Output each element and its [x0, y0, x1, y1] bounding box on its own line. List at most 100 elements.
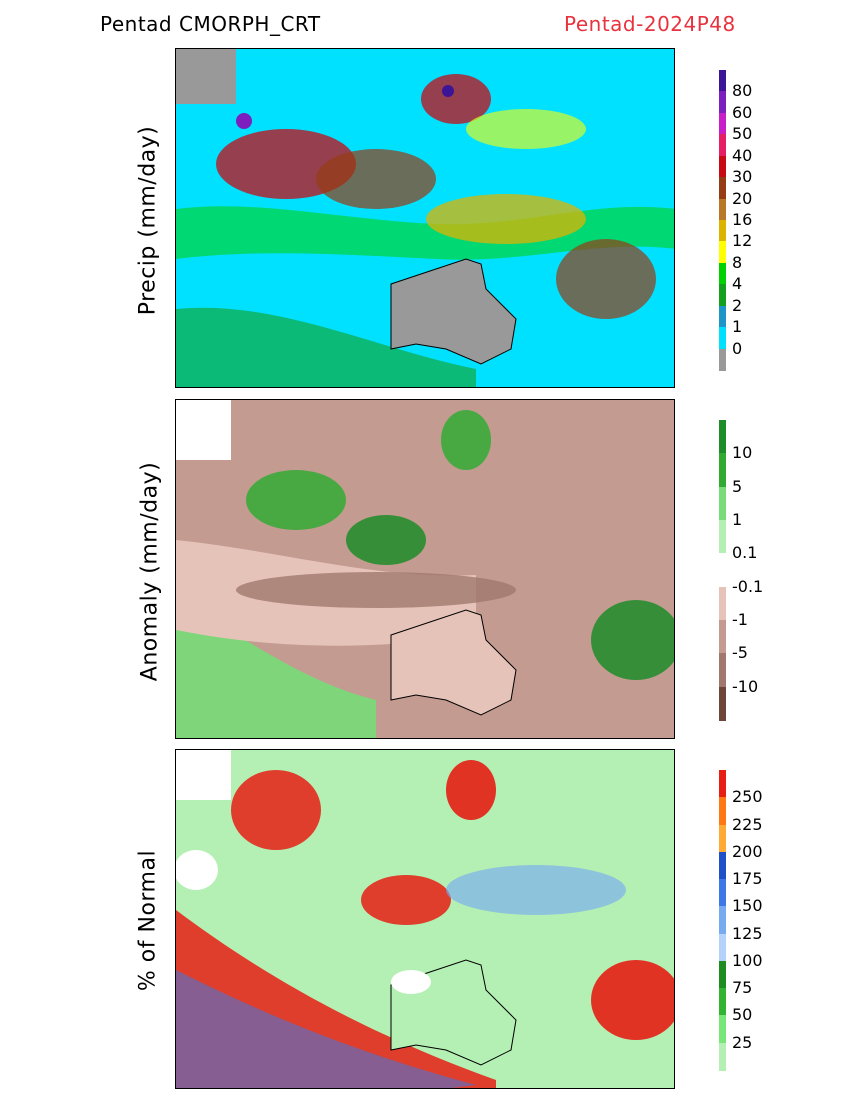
precip-axis-label: Precip (mm/day) [135, 125, 161, 316]
anomaly-green-east [591, 600, 674, 680]
colorbar-segment [719, 486, 726, 521]
colorbar-segment [719, 134, 726, 157]
anomaly-map [175, 399, 675, 739]
percent-axis-label: % of Normal [135, 849, 161, 992]
colorbar-tick-label: 10 [732, 443, 753, 463]
colorbar-segment [719, 620, 726, 654]
percent-colorbar [719, 770, 726, 1071]
colorbar-tick-label: 30 [732, 167, 753, 187]
percent-white-corner [176, 750, 231, 800]
colorbar-tick-label: 175 [732, 869, 763, 889]
colorbar-segment [719, 155, 726, 178]
left-title: Pentad CMORPH_CRT [100, 12, 321, 36]
colorbar-segment [719, 520, 726, 554]
precip-rain-pacific [556, 239, 656, 319]
colorbar-tick-label: 40 [732, 145, 753, 165]
precip-australia [390, 258, 517, 365]
colorbar-tick-label: -10 [732, 676, 759, 696]
precip-hotspot-2 [442, 85, 454, 97]
colorbar-tick-label: 25 [732, 1032, 753, 1052]
colorbar-segment [719, 453, 726, 488]
colorbar-tick-label: 225 [732, 814, 763, 834]
colorbar-segment [719, 824, 726, 853]
colorbar-tick-label: 5 [732, 476, 743, 496]
precip-hotspot-1 [236, 113, 252, 129]
percent-red-philippines [446, 760, 496, 820]
colorbar-segment [719, 1015, 726, 1044]
precip-rain-maritime [426, 194, 586, 244]
colorbar-tick-label: 80 [732, 81, 753, 101]
colorbar-tick-label: 20 [732, 188, 753, 208]
colorbar-tick-label: -5 [732, 643, 748, 663]
colorbar-tick-label: 12 [732, 231, 753, 251]
colorbar-segment [719, 420, 726, 454]
colorbar-segment [719, 586, 726, 621]
colorbar-segment [719, 198, 726, 221]
colorbar-segment [719, 988, 726, 1017]
colorbar-tick-label: 2 [732, 295, 743, 315]
precip-land-grey [176, 49, 236, 104]
anomaly-green-india [246, 470, 346, 530]
percent-red-india [231, 770, 321, 850]
colorbar-segment [719, 960, 726, 989]
precip-rain-philippines [421, 74, 491, 124]
anomaly-green-maritime [346, 515, 426, 565]
colorbar-segment [719, 906, 726, 935]
colorbar-segment [719, 284, 726, 307]
precip-map [175, 48, 675, 388]
colorbar-tick-label: 200 [732, 841, 763, 861]
colorbar-segment [719, 653, 726, 688]
percent-map [175, 749, 675, 1089]
colorbar-tick-label: 150 [732, 896, 763, 916]
anomaly-brown-band [236, 572, 516, 608]
colorbar-segment [719, 177, 726, 200]
colorbar-tick-label: -1 [732, 610, 748, 629]
colorbar-tick-label: 250 [732, 787, 763, 807]
colorbar-segment [719, 933, 726, 962]
colorbar-segment [719, 770, 726, 798]
colorbar-segment [719, 348, 726, 371]
colorbar-segment [719, 262, 726, 285]
colorbar-segment [719, 327, 726, 350]
precip-colorbar [719, 70, 726, 371]
colorbar-segment [719, 220, 726, 242]
precip-south-band [176, 307, 476, 387]
colorbar-tick-label: -0.1 [732, 576, 764, 596]
colorbar-tick-label: 125 [732, 923, 763, 943]
anomaly-white-corner [176, 400, 231, 460]
colorbar-segment [719, 851, 726, 880]
colorbar-tick-label: 50 [732, 124, 753, 144]
colorbar-segment [719, 112, 726, 135]
anomaly-australia [390, 609, 517, 716]
precip-rain-north [466, 109, 586, 149]
colorbar-segment [719, 1042, 726, 1071]
colorbar-segment [719, 91, 726, 114]
colorbar-segment [719, 686, 726, 721]
colorbar-tick-label: 1 [732, 510, 743, 529]
colorbar-tick-label: 100 [732, 950, 763, 970]
anomaly-green-north [441, 410, 491, 470]
colorbar-tick-label: 50 [732, 1005, 753, 1025]
colorbar-tick-label: 75 [732, 978, 753, 998]
colorbar-tick-label: 0.1 [732, 543, 758, 563]
percent-white-west [176, 850, 218, 890]
colorbar-tick-label: 16 [732, 210, 753, 229]
percent-blue-maritime [446, 865, 626, 915]
right-title: Pentad-2024P48 [564, 12, 736, 36]
precip-rain-bay [316, 149, 436, 209]
colorbar-segment [719, 553, 726, 588]
colorbar-segment [719, 879, 726, 908]
colorbar-tick-label: 60 [732, 102, 753, 122]
percent-blue-band [176, 970, 476, 1088]
percent-white-australia [391, 970, 431, 994]
colorbar-segment [719, 70, 726, 92]
percent-red-east [591, 960, 674, 1040]
anomaly-colorbar [719, 420, 726, 721]
colorbar-tick-label: 0 [732, 338, 743, 358]
colorbar-segment [719, 305, 726, 328]
colorbar-segment [719, 241, 726, 264]
colorbar-tick-label: 8 [732, 252, 743, 272]
colorbar-segment [719, 797, 726, 826]
colorbar-tick-label: 4 [732, 274, 743, 294]
colorbar-tick-label: 1 [732, 317, 743, 337]
